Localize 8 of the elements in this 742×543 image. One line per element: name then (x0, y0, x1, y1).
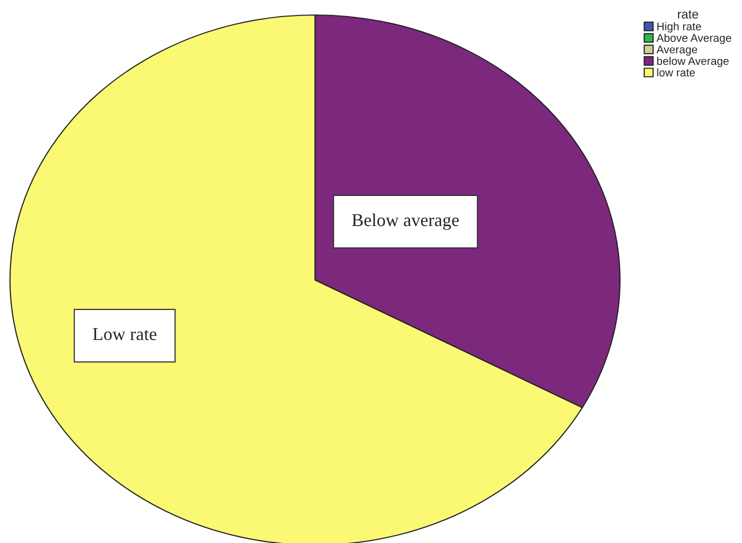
text: Below average (352, 213, 459, 230)
text: Low rate (92, 328, 156, 340)
legend-label: low rate (657, 68, 695, 76)
legend-label: Above Average (656, 34, 732, 44)
legend-label: Average (656, 46, 698, 56)
legend-label: below Average (657, 56, 729, 68)
legend-title: rate (678, 10, 698, 19)
legend-label: High rate (657, 22, 702, 33)
